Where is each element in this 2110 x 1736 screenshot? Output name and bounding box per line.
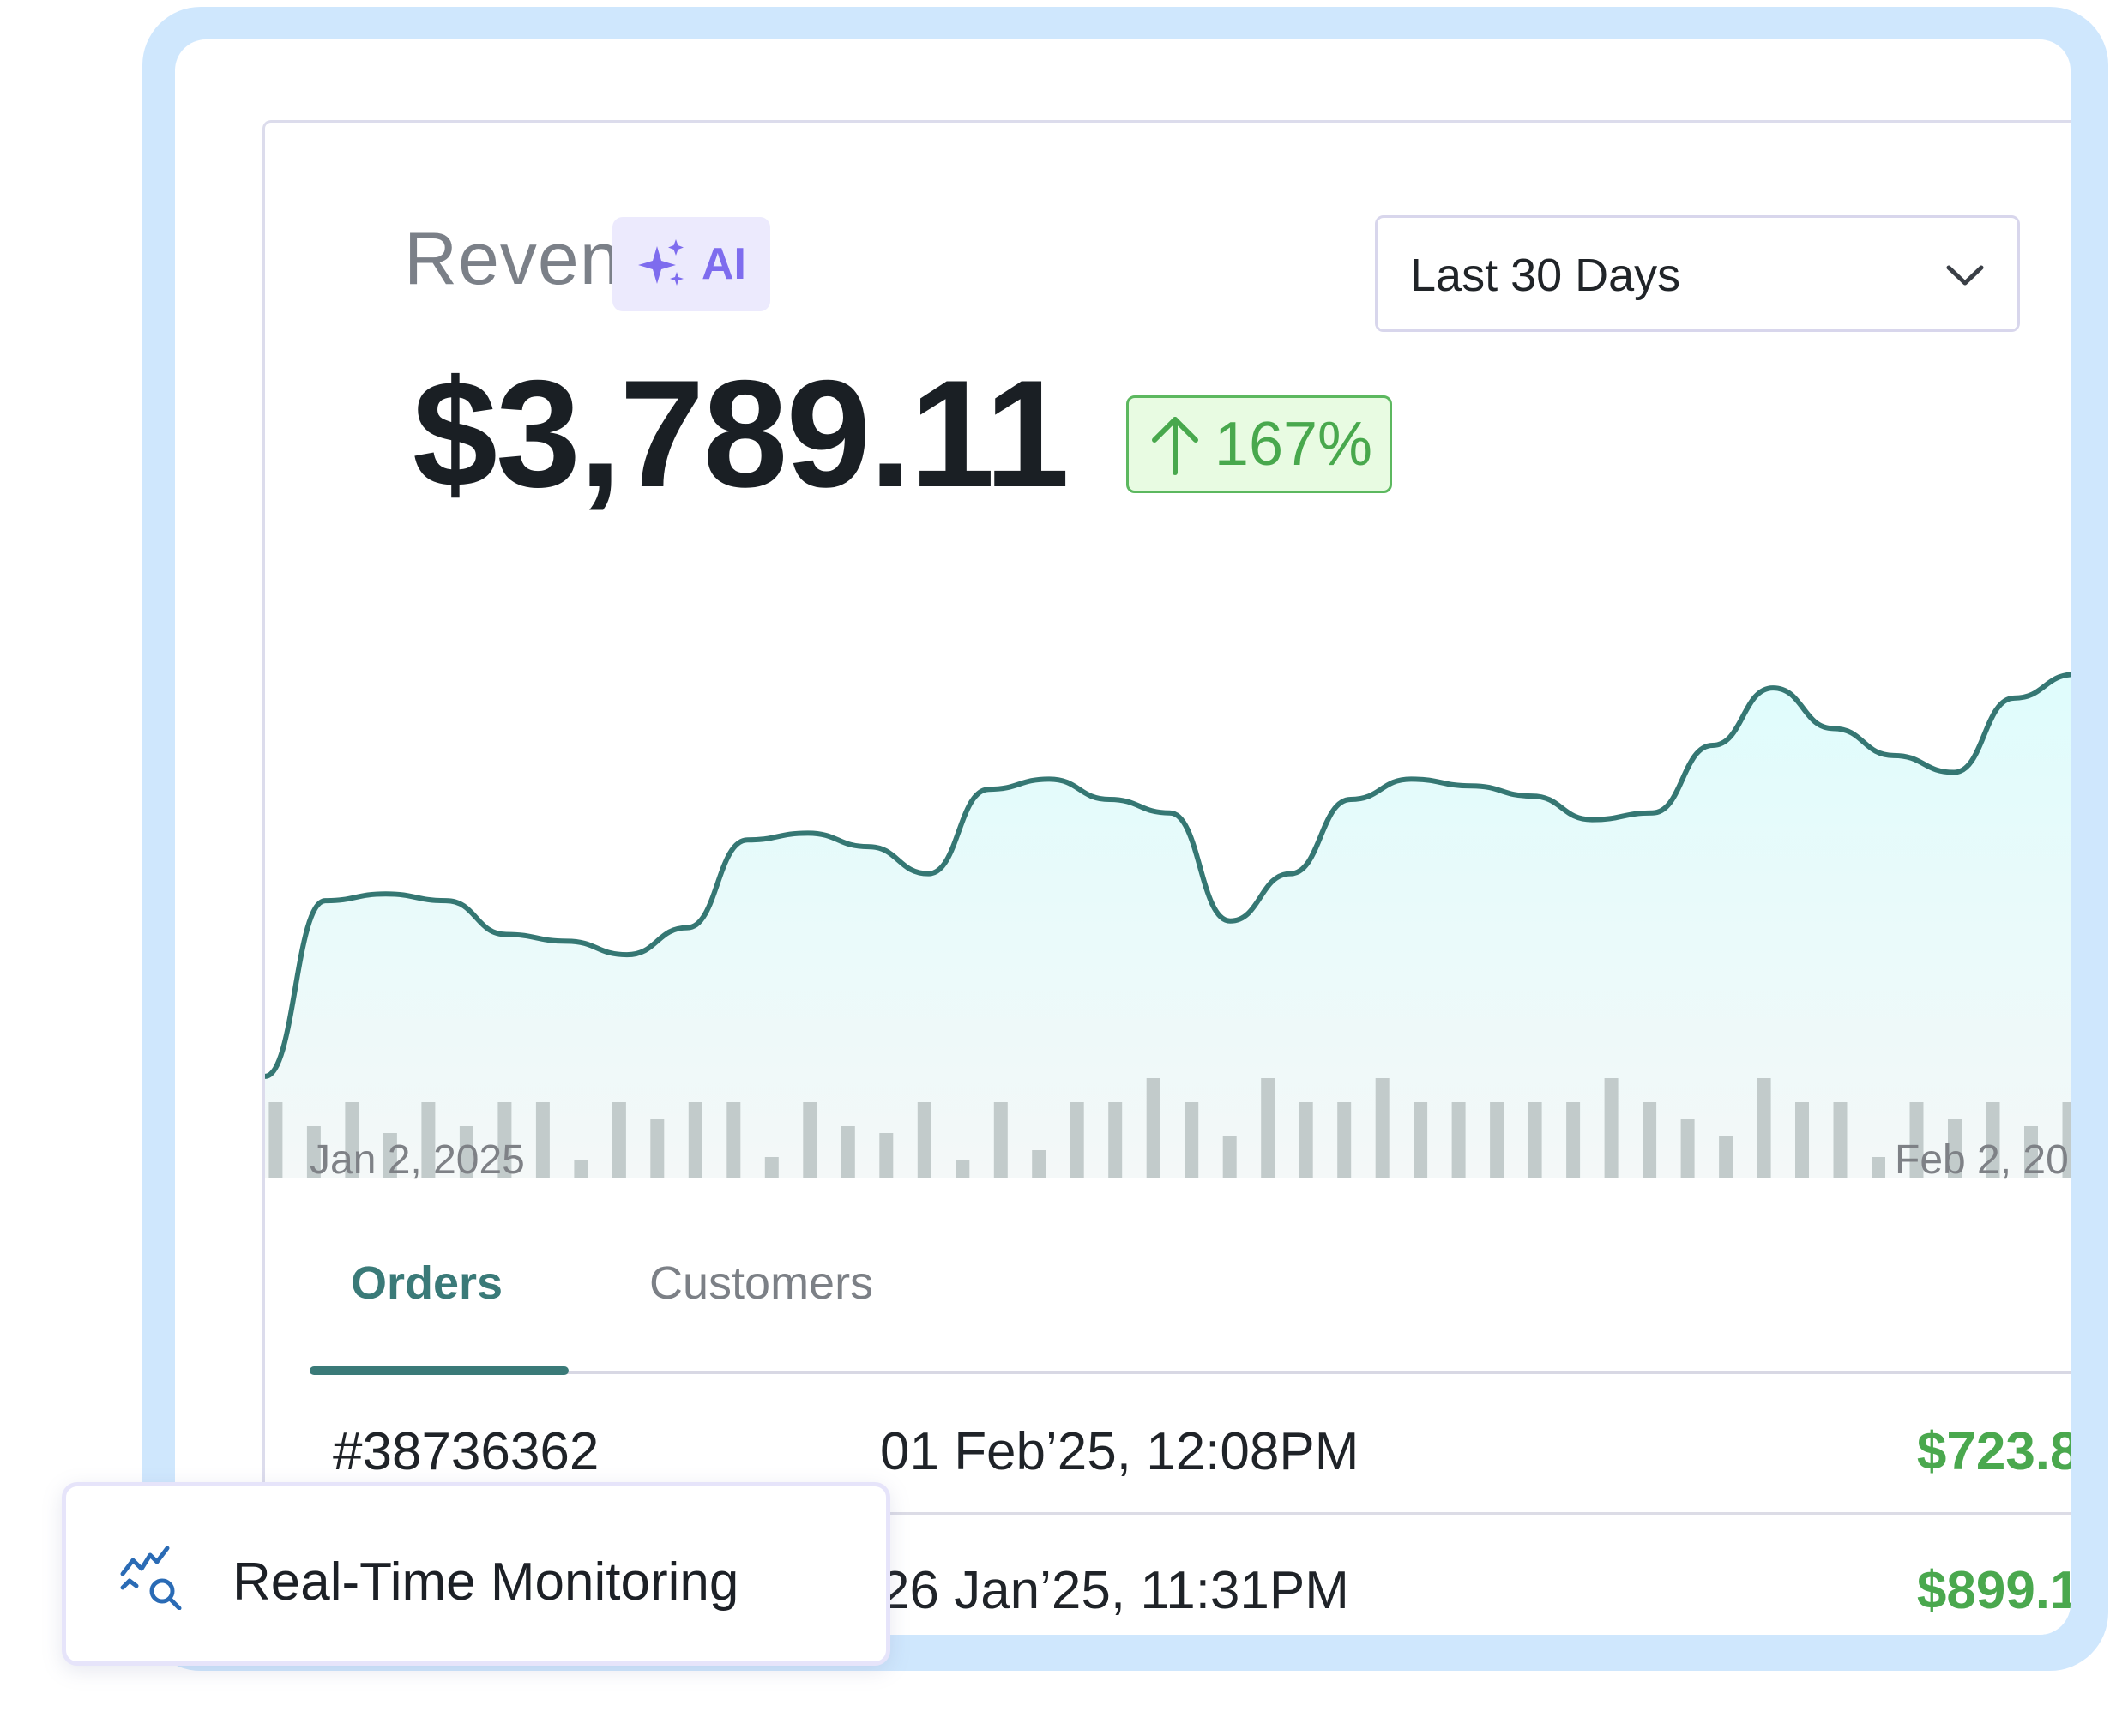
realtime-monitoring-card: Real-Time Monitoring	[62, 1482, 890, 1666]
chart-bar	[1108, 1102, 1123, 1178]
chart-bar	[1719, 1136, 1733, 1178]
tab-orders[interactable]: Orders	[351, 1257, 503, 1309]
chart-bar	[1261, 1078, 1275, 1178]
chart-bar	[1948, 1119, 1962, 1178]
chart-bar	[306, 1126, 321, 1178]
table-row[interactable]: 26 Jan’25, 11:31PM $899.12	[310, 1514, 2071, 1635]
chart-bar	[1528, 1102, 1542, 1178]
chart-bar	[879, 1133, 894, 1178]
revenue-chart	[265, 672, 2071, 1178]
order-id: #38736362	[333, 1422, 600, 1481]
chart-bar	[650, 1119, 665, 1178]
chart-bar	[1757, 1078, 1771, 1178]
date-range-value: Last 30 Days	[1410, 250, 1681, 301]
chart-bar	[1909, 1102, 1924, 1178]
sparkle-icon	[638, 239, 684, 286]
revenue-card: Revenue AI Last 30 Days $3,789.11	[262, 120, 2071, 1635]
tab-customers[interactable]: Customers	[649, 1257, 874, 1309]
chart-bar	[764, 1157, 779, 1178]
realtime-monitoring-label: Real-Time Monitoring	[232, 1552, 739, 1612]
active-tab-indicator	[310, 1366, 569, 1375]
ai-label: AI	[702, 239, 746, 289]
chart-search-icon	[120, 1546, 182, 1610]
chart-bar	[1070, 1102, 1084, 1178]
chart-bar	[1643, 1102, 1657, 1178]
chart-bar	[1604, 1078, 1619, 1178]
chart-bar	[2062, 1102, 2071, 1178]
order-amount: $723.89	[1916, 1422, 2071, 1481]
order-date: 26 Jan’25, 11:31PM	[880, 1561, 1349, 1620]
chart-bar	[956, 1160, 970, 1178]
chevron-down-icon	[1946, 265, 1984, 286]
x-axis-start-label: Jan 2, 2025	[310, 1137, 525, 1183]
ai-badge[interactable]: AI	[612, 217, 770, 311]
chart-bar	[535, 1102, 550, 1178]
chart-bar	[459, 1126, 473, 1178]
chart-bar	[993, 1102, 1008, 1178]
chart-bar	[612, 1102, 626, 1178]
chart-bar	[1375, 1078, 1390, 1178]
tab-divider	[310, 1371, 2071, 1374]
row-divider	[310, 1512, 2071, 1515]
chart-line	[265, 672, 2071, 1079]
chart-bar	[1337, 1102, 1352, 1178]
chart-bar	[1490, 1102, 1504, 1178]
chart-bar	[726, 1102, 741, 1178]
chart-bar	[1680, 1119, 1695, 1178]
outer-frame: Revenue AI Last 30 Days $3,789.11	[142, 7, 2108, 1671]
chart-bar	[345, 1102, 359, 1178]
change-value: 167%	[1214, 410, 1373, 479]
chart-bar	[1299, 1102, 1313, 1178]
chart-area-fill	[265, 674, 2071, 1178]
chart-bar	[803, 1102, 817, 1178]
table-row[interactable]: #38736362 01 Feb’25, 12:08PM $723.89	[310, 1375, 2071, 1512]
chart-bar	[1146, 1078, 1160, 1178]
chart-bar	[1414, 1102, 1428, 1178]
change-badge: 167%	[1126, 395, 1392, 493]
chart-bar	[1795, 1102, 1809, 1178]
chart-bar	[1185, 1102, 1199, 1178]
chart-bar	[1222, 1136, 1237, 1178]
date-range-select[interactable]: Last 30 Days	[1375, 215, 2020, 332]
chart-bar	[1032, 1150, 1046, 1178]
chart-bar	[1872, 1157, 1885, 1178]
chart-bar	[917, 1102, 931, 1178]
chart-bar	[497, 1102, 512, 1178]
revenue-amount: $3,789.11	[413, 348, 1070, 519]
chart-bar	[268, 1102, 283, 1178]
chart-bar	[841, 1126, 855, 1178]
chart-bar	[1986, 1102, 2000, 1178]
arrow-up-icon	[1151, 417, 1198, 475]
chart-bar	[1451, 1102, 1466, 1178]
chart-bar	[383, 1133, 397, 1178]
order-amount: $899.12	[1916, 1561, 2071, 1620]
x-axis-end-label: Feb 2, 20	[1895, 1137, 2069, 1183]
chart-bar	[1833, 1102, 1848, 1178]
order-date: 01 Feb’25, 12:08PM	[880, 1422, 1359, 1481]
chart-bar	[574, 1160, 588, 1178]
chart-bar	[1566, 1102, 1581, 1178]
chart-bar	[421, 1102, 436, 1178]
frame-inner: Revenue AI Last 30 Days $3,789.11	[175, 39, 2071, 1635]
chart-bar	[688, 1102, 702, 1178]
chart-bar	[2024, 1126, 2038, 1178]
